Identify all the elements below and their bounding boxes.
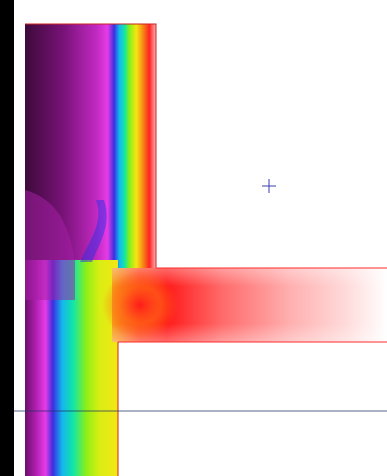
- thermal-bridge-hotspot: [102, 271, 178, 339]
- isotherm-transition-blue: [80, 200, 107, 262]
- slab-outline: [118, 267, 387, 343]
- crosshair-icon[interactable]: [262, 179, 276, 193]
- isotherm-transition: [25, 190, 75, 300]
- wall-outline: [25, 23, 157, 476]
- left-frame-edge: [0, 0, 14, 476]
